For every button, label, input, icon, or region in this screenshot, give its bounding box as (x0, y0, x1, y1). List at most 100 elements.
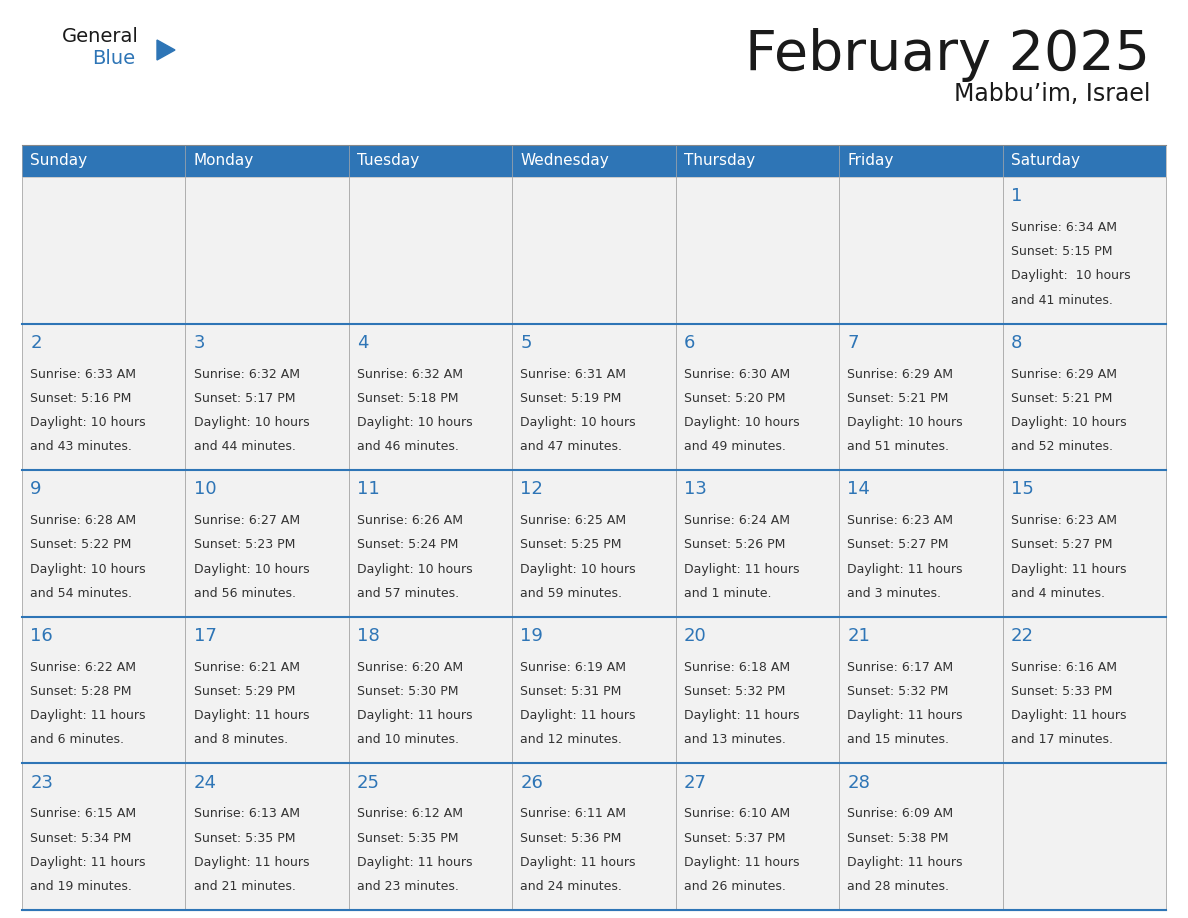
Text: Sunset: 5:38 PM: Sunset: 5:38 PM (847, 832, 949, 845)
Bar (839, 470, 1003, 617)
Bar (512, 764, 676, 910)
Text: Daylight: 10 hours: Daylight: 10 hours (1011, 416, 1126, 429)
Text: Saturday: Saturday (1011, 153, 1080, 169)
Text: Sunset: 5:16 PM: Sunset: 5:16 PM (30, 392, 132, 405)
Text: Daylight: 10 hours: Daylight: 10 hours (194, 563, 309, 576)
Text: and 12 minutes.: and 12 minutes. (520, 733, 623, 746)
Text: Sunset: 5:27 PM: Sunset: 5:27 PM (847, 538, 949, 552)
Text: Sunset: 5:29 PM: Sunset: 5:29 PM (194, 685, 295, 698)
Text: and 47 minutes.: and 47 minutes. (520, 440, 623, 453)
Text: Sunrise: 6:28 AM: Sunrise: 6:28 AM (30, 514, 137, 527)
Text: and 13 minutes.: and 13 minutes. (684, 733, 785, 746)
Text: 9: 9 (30, 480, 42, 498)
Bar (1003, 324, 1165, 470)
Text: Sunrise: 6:33 AM: Sunrise: 6:33 AM (30, 367, 137, 381)
Text: Sunset: 5:21 PM: Sunset: 5:21 PM (1011, 392, 1112, 405)
Text: Sunrise: 6:29 AM: Sunrise: 6:29 AM (1011, 367, 1117, 381)
Text: Sunset: 5:22 PM: Sunset: 5:22 PM (30, 538, 132, 552)
Bar (185, 324, 349, 470)
Bar (23, 324, 185, 470)
Text: 24: 24 (194, 774, 216, 791)
Text: Sunrise: 6:19 AM: Sunrise: 6:19 AM (520, 661, 626, 674)
Text: and 3 minutes.: and 3 minutes. (847, 587, 941, 599)
Bar (349, 764, 512, 910)
Bar (185, 177, 349, 324)
Text: and 15 minutes.: and 15 minutes. (847, 733, 949, 746)
Bar (185, 617, 349, 764)
Text: Sunset: 5:28 PM: Sunset: 5:28 PM (30, 685, 132, 698)
Bar (349, 470, 512, 617)
Text: Sunrise: 6:26 AM: Sunrise: 6:26 AM (358, 514, 463, 527)
Text: Daylight: 11 hours: Daylight: 11 hours (520, 856, 636, 868)
Bar (1003, 145, 1165, 177)
Text: Sunrise: 6:16 AM: Sunrise: 6:16 AM (1011, 661, 1117, 674)
Text: Sunrise: 6:34 AM: Sunrise: 6:34 AM (1011, 221, 1117, 234)
Text: Daylight: 11 hours: Daylight: 11 hours (194, 710, 309, 722)
Text: Sunset: 5:15 PM: Sunset: 5:15 PM (1011, 245, 1112, 258)
Bar (839, 145, 1003, 177)
Text: Daylight: 10 hours: Daylight: 10 hours (520, 416, 636, 429)
Text: and 24 minutes.: and 24 minutes. (520, 880, 623, 893)
Bar (512, 470, 676, 617)
Text: Daylight: 11 hours: Daylight: 11 hours (520, 710, 636, 722)
Text: Tuesday: Tuesday (358, 153, 419, 169)
Text: Sunset: 5:27 PM: Sunset: 5:27 PM (1011, 538, 1112, 552)
Bar (1003, 177, 1165, 324)
Text: Sunrise: 6:25 AM: Sunrise: 6:25 AM (520, 514, 626, 527)
Bar (512, 145, 676, 177)
Text: and 23 minutes.: and 23 minutes. (358, 880, 459, 893)
Bar (185, 145, 349, 177)
Text: Daylight: 11 hours: Daylight: 11 hours (1011, 563, 1126, 576)
Text: Daylight: 11 hours: Daylight: 11 hours (847, 710, 962, 722)
Text: 11: 11 (358, 480, 380, 498)
Text: 6: 6 (684, 334, 695, 352)
Bar (23, 764, 185, 910)
Bar (512, 177, 676, 324)
Text: and 19 minutes.: and 19 minutes. (30, 880, 132, 893)
Text: Sunrise: 6:10 AM: Sunrise: 6:10 AM (684, 807, 790, 821)
Text: Sunrise: 6:29 AM: Sunrise: 6:29 AM (847, 367, 953, 381)
Text: Daylight: 10 hours: Daylight: 10 hours (30, 563, 146, 576)
Text: 19: 19 (520, 627, 543, 645)
Text: 4: 4 (358, 334, 368, 352)
Bar (349, 617, 512, 764)
Text: Sunset: 5:24 PM: Sunset: 5:24 PM (358, 538, 459, 552)
Text: and 46 minutes.: and 46 minutes. (358, 440, 459, 453)
Text: 28: 28 (847, 774, 870, 791)
Text: Sunrise: 6:15 AM: Sunrise: 6:15 AM (30, 807, 137, 821)
Text: Sunset: 5:18 PM: Sunset: 5:18 PM (358, 392, 459, 405)
Text: Sunset: 5:33 PM: Sunset: 5:33 PM (1011, 685, 1112, 698)
Text: 20: 20 (684, 627, 707, 645)
Bar (23, 470, 185, 617)
Text: 14: 14 (847, 480, 870, 498)
Bar (839, 177, 1003, 324)
Bar (185, 470, 349, 617)
Bar (349, 145, 512, 177)
Bar (349, 324, 512, 470)
Text: Sunset: 5:31 PM: Sunset: 5:31 PM (520, 685, 621, 698)
Text: General: General (62, 27, 139, 46)
Text: 18: 18 (358, 627, 380, 645)
Text: Sunrise: 6:30 AM: Sunrise: 6:30 AM (684, 367, 790, 381)
Text: Sunrise: 6:32 AM: Sunrise: 6:32 AM (194, 367, 299, 381)
Text: Sunrise: 6:13 AM: Sunrise: 6:13 AM (194, 807, 299, 821)
Text: and 21 minutes.: and 21 minutes. (194, 880, 296, 893)
Text: Sunrise: 6:18 AM: Sunrise: 6:18 AM (684, 661, 790, 674)
Text: 13: 13 (684, 480, 707, 498)
Text: Thursday: Thursday (684, 153, 756, 169)
Bar (839, 764, 1003, 910)
Text: 22: 22 (1011, 627, 1034, 645)
Text: and 56 minutes.: and 56 minutes. (194, 587, 296, 599)
Text: Sunrise: 6:32 AM: Sunrise: 6:32 AM (358, 367, 463, 381)
Text: and 41 minutes.: and 41 minutes. (1011, 294, 1113, 307)
Text: Sunset: 5:35 PM: Sunset: 5:35 PM (358, 832, 459, 845)
Polygon shape (157, 40, 175, 60)
Text: Daylight: 11 hours: Daylight: 11 hours (1011, 710, 1126, 722)
Text: Sunrise: 6:20 AM: Sunrise: 6:20 AM (358, 661, 463, 674)
Text: 3: 3 (194, 334, 206, 352)
Text: 17: 17 (194, 627, 216, 645)
Text: and 28 minutes.: and 28 minutes. (847, 880, 949, 893)
Bar (839, 617, 1003, 764)
Text: and 57 minutes.: and 57 minutes. (358, 587, 459, 599)
Text: Sunset: 5:21 PM: Sunset: 5:21 PM (847, 392, 949, 405)
